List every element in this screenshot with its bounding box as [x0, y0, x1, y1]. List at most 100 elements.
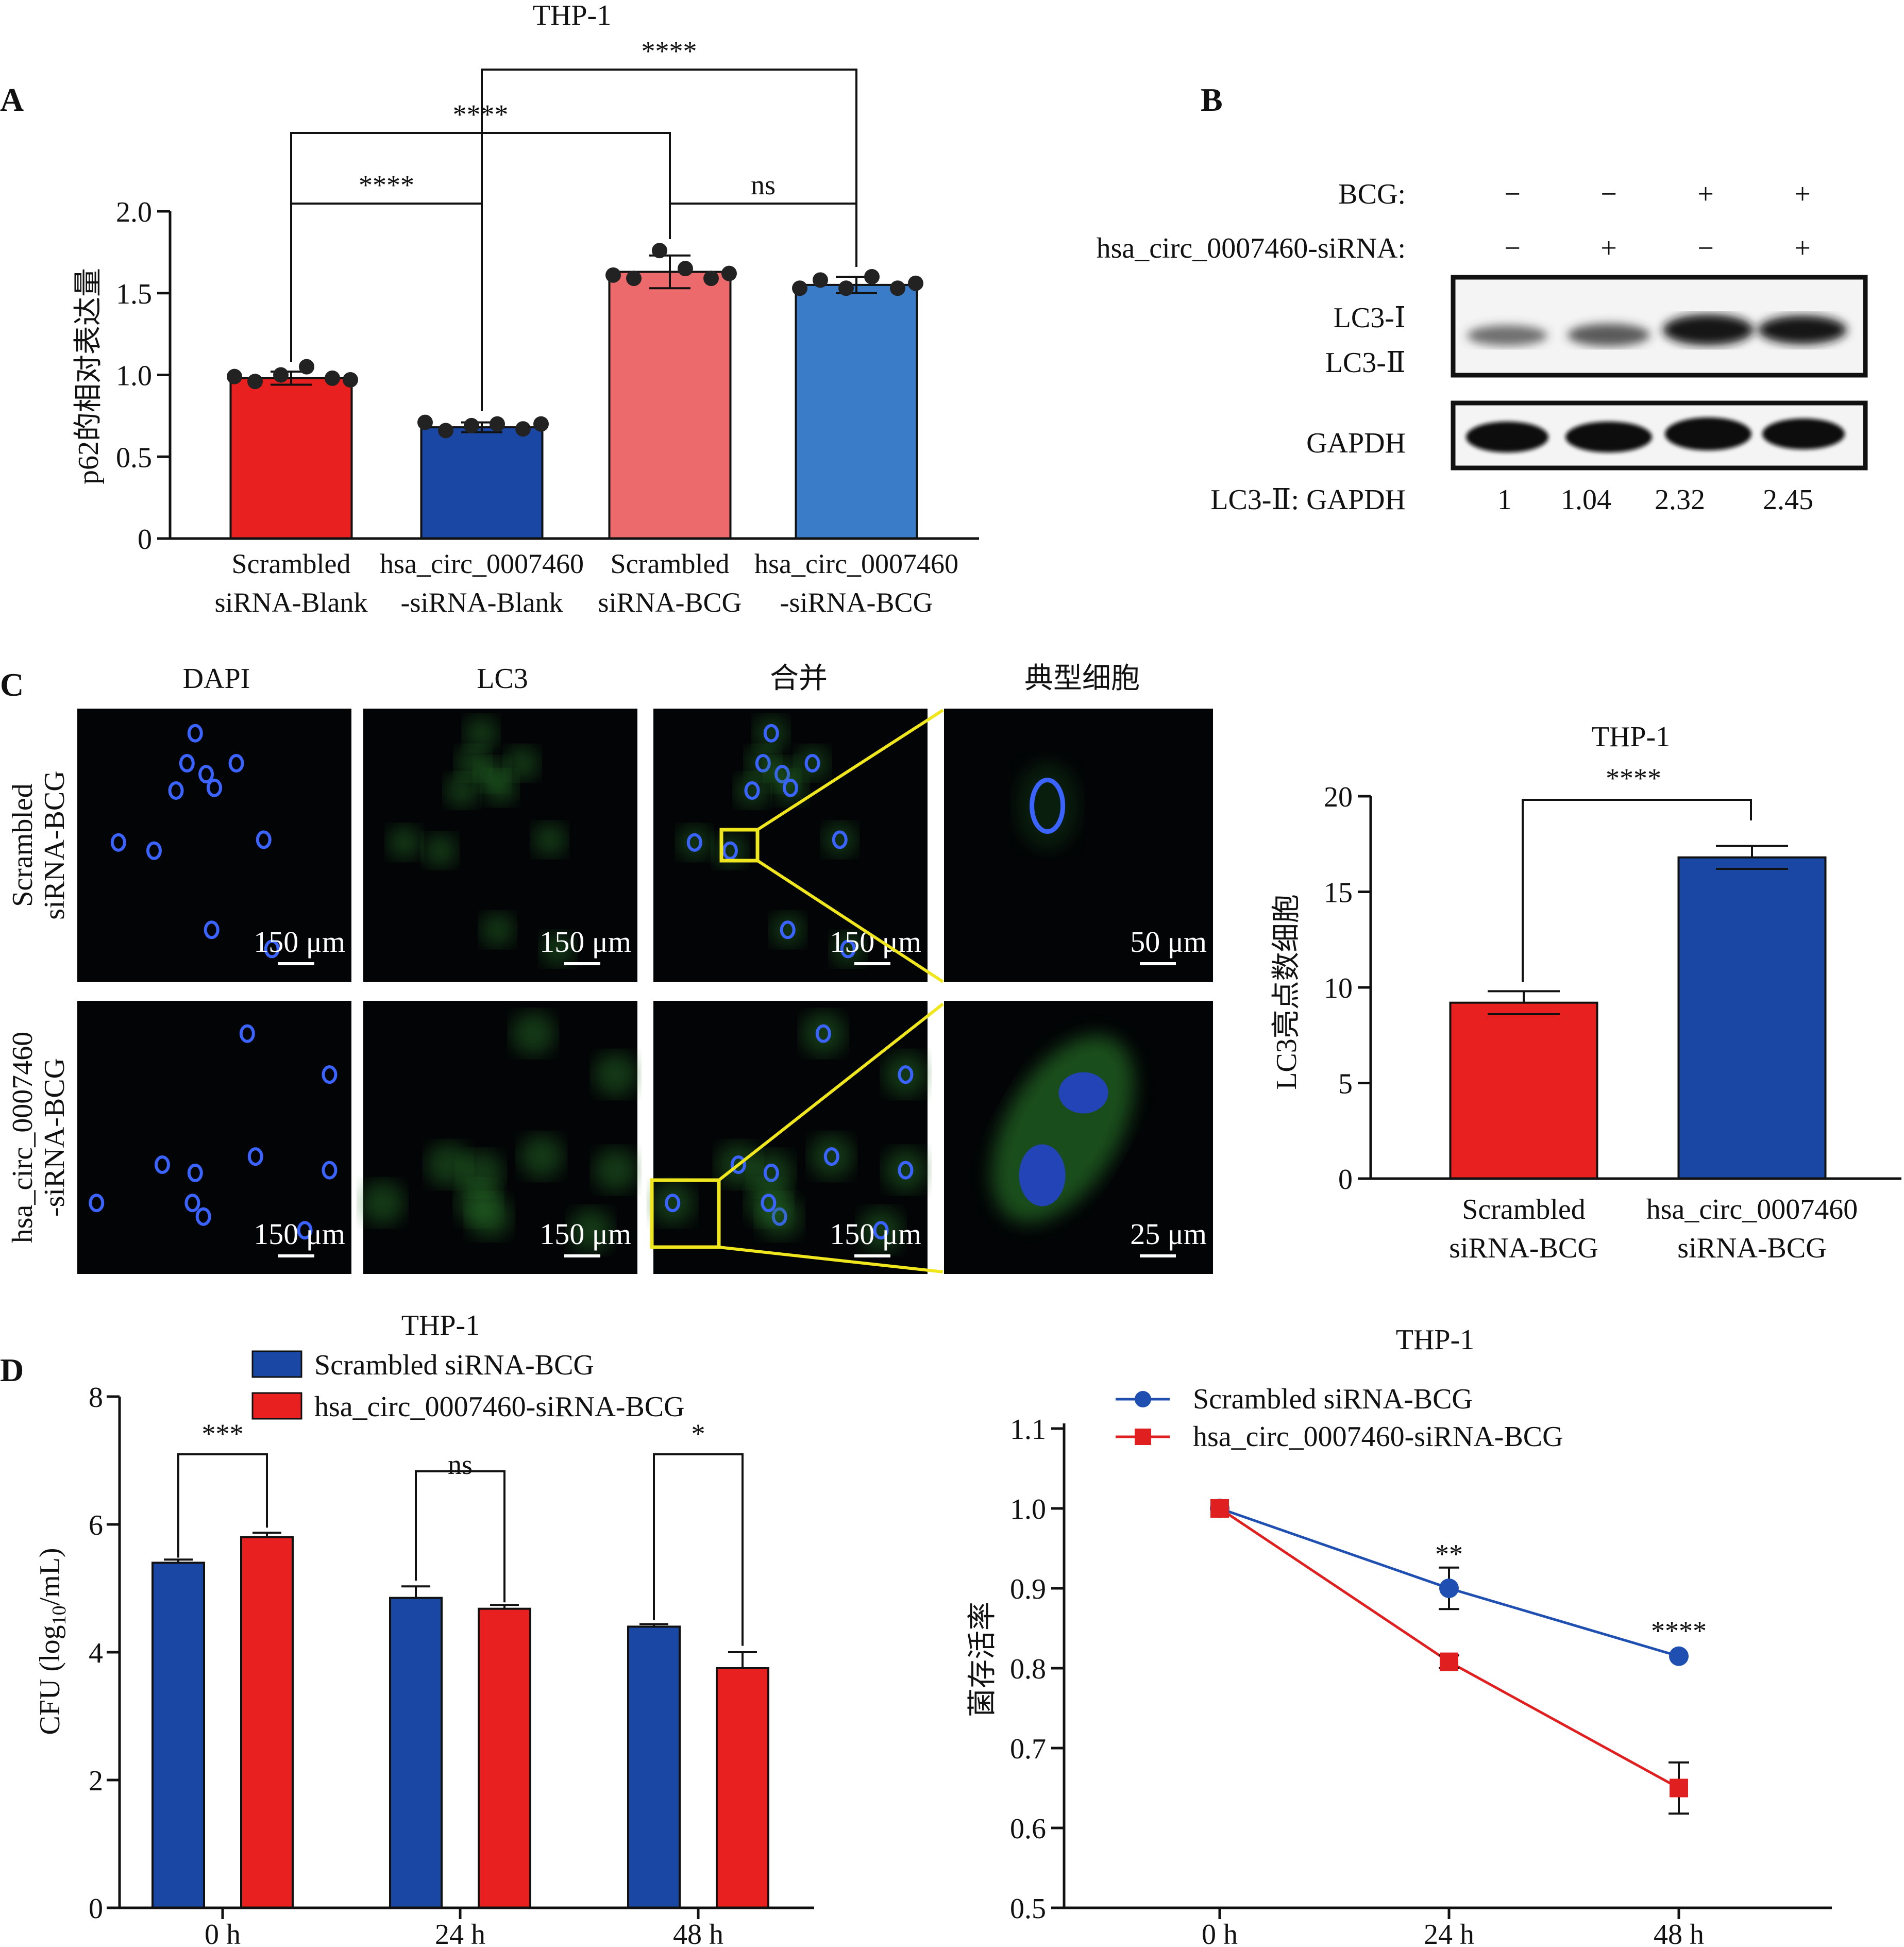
category-label: Scrambled	[1462, 1194, 1585, 1226]
data-point	[438, 423, 453, 439]
data-point	[838, 280, 854, 296]
significance-bracket	[481, 69, 857, 408]
category-label: hsa_circ_0007460	[1646, 1194, 1858, 1226]
panel-a-significance: **** ns **** ****	[290, 36, 857, 411]
lc3-signal	[678, 826, 711, 859]
cell-body	[1016, 762, 1079, 850]
zoom-line	[718, 1002, 944, 1182]
nucleus	[722, 841, 738, 860]
lc3-signal	[774, 771, 807, 804]
lc3-signal	[533, 823, 566, 857]
nucleus	[815, 1024, 831, 1043]
panel-d-label: D	[0, 1352, 24, 1388]
nucleus	[154, 1155, 170, 1174]
category-label: 24 h	[435, 1919, 485, 1947]
panel-c-sig-label: ****	[1606, 763, 1661, 794]
data-point	[1440, 1652, 1458, 1671]
data-point	[325, 370, 340, 386]
tick-label: 8	[89, 1382, 103, 1414]
tick-label: 0.7	[1010, 1733, 1046, 1765]
lc3-signal	[484, 771, 517, 804]
ratio-value: 1	[1497, 484, 1512, 516]
tick-label: 0	[138, 524, 152, 556]
panel-d-bar-significance: *** ns *	[177, 1418, 744, 1646]
nucleus	[823, 1147, 839, 1166]
zoom-box-row1	[719, 828, 760, 863]
significance-label: ****	[359, 170, 414, 200]
lc3-signal	[423, 834, 457, 867]
panel-c-bar-title: THP-1	[1592, 721, 1670, 753]
nucleus	[783, 778, 798, 797]
treatment-sign: +	[1794, 232, 1811, 264]
legend-swatch-blue	[251, 1350, 302, 1378]
significance-bracket	[653, 1453, 744, 1646]
micrograph-1-2: 150 μm	[363, 709, 637, 982]
nucleus	[256, 830, 272, 849]
panel-d-line-title: THP-1	[1396, 1324, 1474, 1356]
nucleus	[322, 1065, 338, 1084]
nucleus	[168, 781, 184, 800]
data-point	[908, 275, 923, 291]
scale-bar-label: 150 μm	[540, 1217, 631, 1251]
panel-d: D THP-1 Scrambled siRNA-BCG hsa_circ_000…	[0, 1310, 1832, 1947]
category-label: 48 h	[673, 1919, 723, 1947]
panel-d-line-yticks: 0.5 0.6 0.7 0.8 0.9 1.0 1.1	[1010, 1414, 1064, 1925]
lc3-bands	[1467, 314, 1847, 346]
lc3-signal	[594, 1148, 637, 1192]
ratio-value: 2.32	[1655, 484, 1705, 516]
panel-d-bar-categories: 0 h 24 h 48 h	[205, 1908, 723, 1947]
treatment-row-label: hsa_circ_0007460-siRNA:	[1097, 232, 1406, 264]
panel-d-bar-yticks: 0 2 4 6 8	[89, 1382, 120, 1925]
panel-c: C DAPI LC3 合并 典型细胞 Scrambled siRNA-BCGhsa_ci…	[0, 663, 1901, 1274]
micrograph-2-1: 150 μm	[77, 1001, 351, 1274]
significance-label: ***	[202, 1418, 244, 1449]
lc3-signal	[831, 932, 865, 966]
lc3-signal	[796, 747, 829, 780]
column-header: 典型细胞	[1024, 663, 1140, 695]
ratio-value: 2.45	[1763, 484, 1813, 516]
lc3-signal	[464, 716, 498, 750]
scale-bar-label: 150 μm	[540, 925, 631, 959]
lc3-signal	[594, 1053, 637, 1097]
lc3-signal	[361, 1181, 405, 1225]
bar	[389, 1597, 443, 1909]
significance-label: **	[1435, 1539, 1463, 1570]
tick-label: 6	[89, 1509, 103, 1541]
significance-label: ****	[642, 36, 697, 66]
lc3-signal	[859, 1209, 903, 1252]
lc3-signal	[426, 1143, 470, 1186]
treatment-sign: +	[1697, 178, 1714, 210]
zoom-box-row2	[650, 1178, 721, 1249]
scale-bar-label: 150 μm	[254, 1217, 345, 1251]
data-point	[247, 374, 263, 390]
lc3-signal	[481, 913, 514, 947]
image-row-labels: Scrambled siRNA-BCG hsa_circ_0007460 -siRNA…	[7, 770, 71, 1243]
significance-bracket	[177, 1453, 268, 1558]
category-label: Scrambled	[611, 548, 730, 579]
tick-label: 0	[1338, 1164, 1353, 1196]
panel-c-bars	[1449, 845, 1827, 1180]
bar	[795, 283, 918, 540]
nucleus	[744, 781, 760, 800]
nucleus	[198, 765, 214, 784]
treatment-sign: −	[1600, 178, 1617, 210]
tick-label: 0.6	[1010, 1813, 1046, 1845]
panel-c-label: C	[0, 666, 24, 703]
treatment-sign: −	[1504, 232, 1521, 264]
category-label: siRNA-BCG	[1449, 1232, 1598, 1264]
treatment-sign: −	[1504, 178, 1521, 210]
ratio-values: 1 1.04 2.32 2.45	[1497, 484, 1813, 516]
column-header: DAPI	[183, 663, 250, 695]
tick-label: 1.0	[1010, 1493, 1046, 1525]
nucleus	[204, 920, 220, 939]
tick-label: 1.0	[116, 360, 152, 392]
ratio-label: LC3-Ⅱ: GAPDH	[1210, 484, 1406, 516]
nucleus	[1019, 1144, 1066, 1206]
blot-label-gapdh: GAPDH	[1306, 427, 1406, 459]
nucleus	[730, 1155, 746, 1174]
nucleus	[832, 830, 848, 849]
bar	[478, 1607, 531, 1909]
data-point	[464, 417, 479, 433]
nucleus	[297, 1221, 313, 1240]
lc3-signal	[457, 1181, 500, 1225]
